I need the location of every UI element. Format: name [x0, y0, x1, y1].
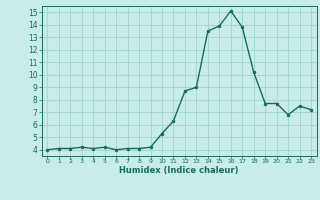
X-axis label: Humidex (Indice chaleur): Humidex (Indice chaleur): [119, 166, 239, 175]
